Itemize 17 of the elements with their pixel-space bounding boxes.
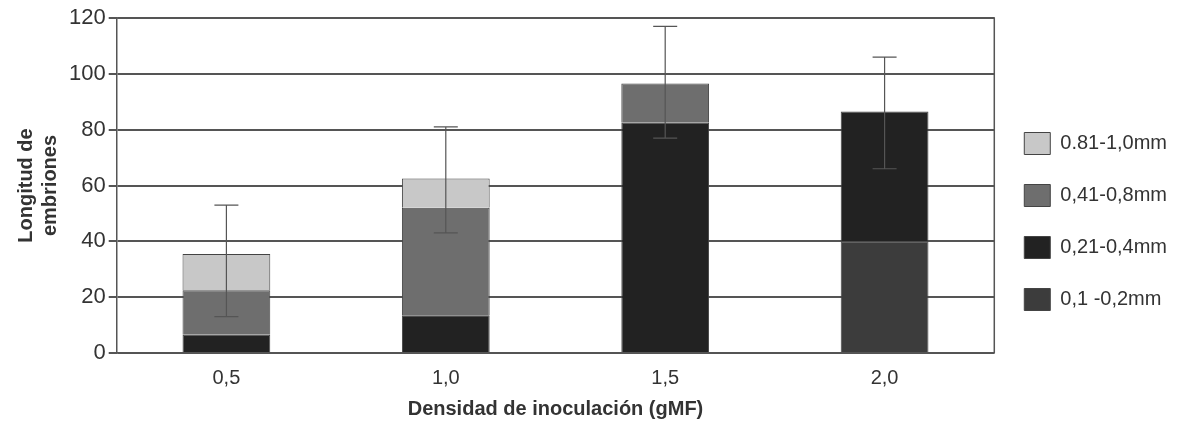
y-tick-label: 100 xyxy=(68,59,106,85)
x-tick-label: 0,5 xyxy=(212,365,241,388)
y-tick-label: 80 xyxy=(81,115,106,141)
legend-label: 0,41-0,8mm xyxy=(1060,183,1168,206)
x-tick-label: 1,0 xyxy=(431,365,460,388)
legend-label: 0.81-1,0mm xyxy=(1060,131,1168,154)
y-axis-title: Longitud de embriones xyxy=(13,128,60,243)
x-tick-label: 2,0 xyxy=(870,365,899,388)
legend-label: 0,21-0,4mm xyxy=(1060,235,1168,258)
legend-label: 0,1 -0,2mm xyxy=(1060,287,1162,310)
y-tick-label: 120 xyxy=(68,4,106,30)
x-tick-label: 1,5 xyxy=(651,365,680,388)
y-tick-label: 60 xyxy=(81,171,106,197)
y-tick-label: 40 xyxy=(81,227,106,253)
y-tick-label: 0 xyxy=(93,339,106,365)
y-tick-label: 20 xyxy=(81,283,106,309)
x-axis-title: Densidad de inoculación (gMF) xyxy=(407,396,704,419)
